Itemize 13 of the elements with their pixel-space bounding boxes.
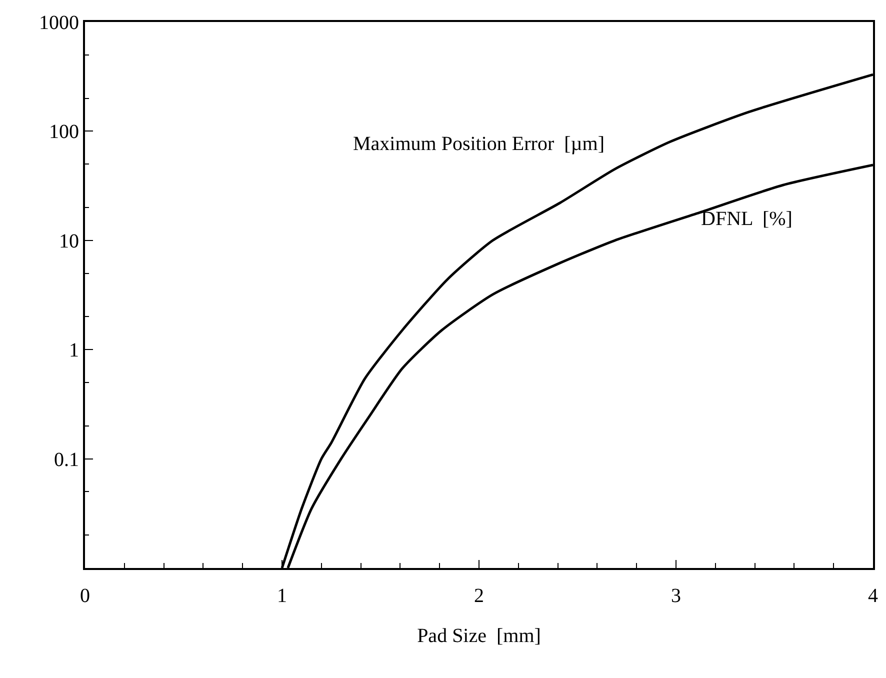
series-label: DFNL [%]	[701, 208, 792, 230]
y-tick-label: 100	[49, 121, 79, 144]
x-axis-title: Pad Size [mm]	[417, 625, 541, 647]
x-tick-label: 3	[671, 585, 681, 607]
x-tick-label: 2	[474, 585, 484, 607]
y-tick-label: 10	[59, 230, 79, 252]
y-tick-label: 0.1	[54, 448, 79, 471]
x-tick-label: 1	[277, 585, 287, 607]
y-tick-label: 1	[69, 340, 79, 362]
x-tick-label: 0	[80, 585, 90, 607]
series-label: Maximum Position Error [µm]	[353, 133, 605, 155]
x-tick-label: 4	[868, 585, 878, 607]
y-tick-label: 1000	[39, 12, 79, 34]
